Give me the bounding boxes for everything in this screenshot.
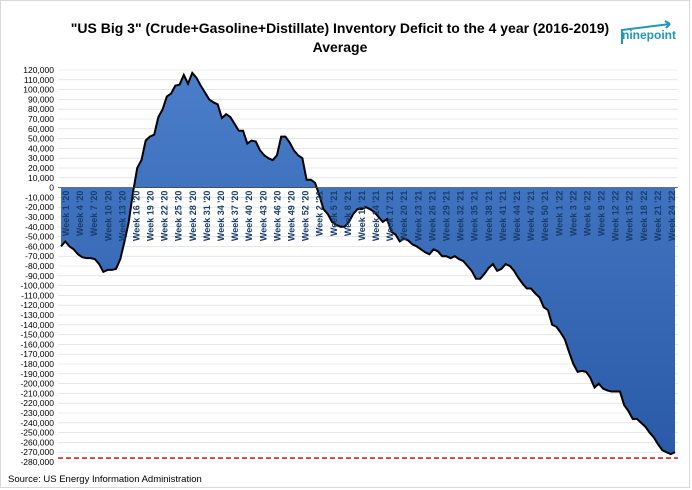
y-tick-label: 20,000 [28,163,54,173]
x-tick-label: Week 8 '21 [343,191,353,237]
y-tick-label: -70,000 [25,251,54,261]
x-tick-label: Week 41 '21 [498,191,508,242]
x-tick-label: Week 38 '21 [484,191,494,242]
x-tick-label: Week 9 '22 [597,191,607,237]
x-tick-label: Week 1 '20 [61,191,71,237]
chart-title-line-2: Average [312,39,368,55]
y-tick-label: -220,000 [20,398,54,408]
y-tick-label: 50,000 [28,134,54,144]
y-tick-label: -80,000 [25,261,54,271]
x-tick-label: Week 29 '21 [442,191,452,242]
x-tick-label: Week 46 '20 [272,191,282,242]
x-tick-label: Week 44 '21 [512,191,522,242]
x-tick-label: Week 25 '20 [174,191,184,242]
x-tick-label: Week 19 '20 [146,191,156,242]
logo-arrow-icon [621,20,671,44]
x-tick-label: Week 35 '21 [470,191,480,242]
y-tick-label: 90,000 [28,94,54,104]
x-tick-label: Week 11 '21 [357,191,367,241]
y-tick-label: -120,000 [20,300,54,310]
x-tick-label: Week 1 '22 [554,191,564,237]
x-tick-label: Week 52 '20 [301,191,311,242]
y-tick-label: 30,000 [28,153,54,163]
x-tick-label: Week 32 '21 [456,191,466,242]
y-tick-label: 40,000 [28,143,54,153]
x-tick-label: Week 6 '22 [582,191,592,237]
x-tick-label: Week 4 '20 [75,191,85,237]
y-tick-label: -260,000 [20,437,54,447]
x-tick-label: Week 20 '21 [399,191,409,242]
x-tick-label: Week 21 '22 [653,191,663,242]
x-tick-label: Week 15 '22 [625,191,635,242]
y-tick-label: 120,000 [23,65,54,75]
y-tick-label: -30,000 [25,212,54,222]
chart-title-line-1: "US Big 3" (Crude+Gasoline+Distillate) I… [70,20,610,36]
x-tick-label: Week 24 '22 [667,191,677,242]
y-tick-label: 10,000 [28,173,54,183]
y-tick-label: -10,000 [25,192,54,202]
y-tick-label: 70,000 [28,114,54,124]
x-tick-label: Week 16 '20 [132,191,142,242]
x-tick-label: Week 7 '20 [89,191,99,237]
y-tick-label: -110,000 [21,290,54,300]
y-tick-label: 60,000 [28,124,54,134]
x-tick-label: Week 31 '20 [202,191,212,242]
x-tick-label: Week 2 '21 [315,191,325,237]
deficit-area [61,72,675,455]
y-tick-label: -240,000 [20,418,54,428]
y-axis-ticks: -280,000-270,000-260,000-250,000-240,000… [20,65,54,467]
x-tick-label: Week 12 '22 [611,191,621,242]
x-tick-label: Week 49 '20 [287,191,297,242]
logo-text: ninepoint [622,28,676,42]
y-tick-label: -150,000 [20,330,54,340]
y-tick-label: -180,000 [20,359,54,369]
x-tick-label: Week 26 '21 [427,191,437,242]
y-tick-label: -280,000 [20,457,54,467]
y-tick-label: -40,000 [25,222,54,232]
x-tick-label: Week 10 '20 [103,191,113,242]
x-axis-ticks: Week 1 '20 Week 4 '20 Week 7 '20 Week 10 '2… [61,191,677,242]
x-tick-label: Week 18 '22 [639,191,649,242]
x-tick-label: Week 23 '21 [413,191,423,242]
y-tick-label: -130,000 [20,310,54,320]
y-tick-label: -210,000 [20,388,54,398]
y-tick-label: -190,000 [20,369,54,379]
y-tick-label: -20,000 [25,202,54,212]
x-tick-label: Week 28 '20 [188,191,198,242]
x-tick-label: Week 47 '21 [526,191,536,242]
y-tick-label: -90,000 [25,271,54,281]
x-tick-label: Week 43 '20 [258,191,268,242]
y-tick-label: -50,000 [25,232,54,242]
y-tick-label: 100,000 [23,85,54,95]
x-tick-label: Week 37 '20 [230,191,240,242]
y-tick-label: -100,000 [20,281,54,291]
y-tick-label: -250,000 [20,428,54,438]
y-tick-label: -170,000 [20,349,54,359]
x-tick-label: Week 3 '22 [568,191,578,237]
x-tick-label: Week 13 '20 [117,191,127,242]
y-tick-label: -270,000 [20,447,54,457]
y-tick-label: -60,000 [25,241,54,251]
chart-title: "US Big 3" (Crude+Gasoline+Distillate) I… [60,19,620,57]
x-tick-label: Week 40 '20 [244,191,254,242]
y-tick-label: -140,000 [20,320,54,330]
x-tick-label: Week 5 '21 [329,191,339,237]
x-tick-label: Week 34 '20 [216,191,226,242]
y-tick-label: 80,000 [28,104,54,114]
y-tick-label: -230,000 [20,408,54,418]
x-tick-label: Week 50 '21 [540,191,550,242]
y-tick-label: -200,000 [20,379,54,389]
deficit-line [60,71,676,456]
x-tick-label: Week 14 '21 [371,191,381,242]
y-tick-label: 110,000 [24,75,54,85]
y-tick-label: 0 [49,183,54,193]
ninepoint-logo: ninepoint [614,16,676,46]
x-tick-label: Week 22 '20 [160,191,170,242]
x-tick-label: Week 17 '21 [385,191,395,242]
y-tick-label: -160,000 [20,339,54,349]
source-note: Source: US Energy Information Administra… [8,474,202,485]
